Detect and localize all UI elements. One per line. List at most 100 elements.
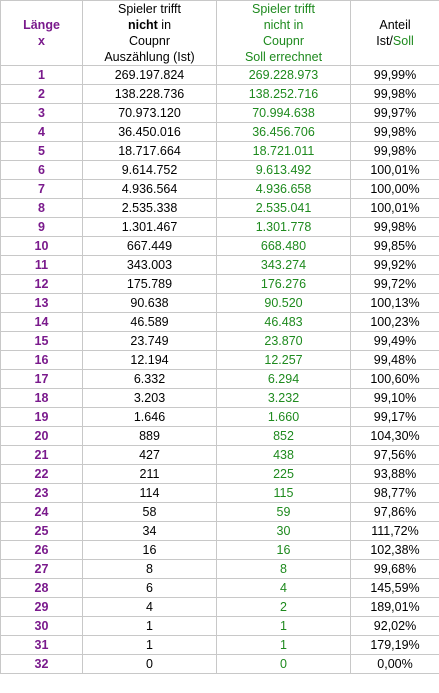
ratio-value-cell[interactable]: 98,77%	[350, 483, 439, 503]
ratio-value-cell[interactable]: 99,98%	[350, 217, 439, 237]
ist-value-cell[interactable]: 1.646	[82, 407, 217, 427]
ratio-value-cell[interactable]: 100,13%	[350, 293, 439, 313]
ratio-value-cell[interactable]: 99,17%	[350, 407, 439, 427]
ratio-value-cell[interactable]: 99,10%	[350, 388, 439, 408]
ist-value-cell[interactable]: 175.789	[82, 274, 217, 294]
length-cell[interactable]: 1	[0, 65, 83, 85]
length-cell[interactable]: 10	[0, 236, 83, 256]
length-cell[interactable]: 8	[0, 198, 83, 218]
ist-value-cell[interactable]: 4.936.564	[82, 179, 217, 199]
ratio-value-cell[interactable]: 179,19%	[350, 635, 439, 655]
length-cell[interactable]: 20	[0, 426, 83, 446]
length-cell[interactable]: 2	[0, 84, 83, 104]
soll-value-cell[interactable]: 59	[216, 502, 351, 522]
length-cell[interactable]: 29	[0, 597, 83, 617]
length-cell[interactable]: 25	[0, 521, 83, 541]
ratio-value-cell[interactable]: 99,72%	[350, 274, 439, 294]
ist-value-cell[interactable]: 34	[82, 521, 217, 541]
ist-value-cell[interactable]: 18.717.664	[82, 141, 217, 161]
ratio-value-cell[interactable]: 97,86%	[350, 502, 439, 522]
soll-value-cell[interactable]: 176.276	[216, 274, 351, 294]
length-cell[interactable]: 13	[0, 293, 83, 313]
ratio-value-cell[interactable]: 104,30%	[350, 426, 439, 446]
ratio-value-cell[interactable]: 100,60%	[350, 369, 439, 389]
ratio-value-cell[interactable]: 99,49%	[350, 331, 439, 351]
length-cell[interactable]: 4	[0, 122, 83, 142]
ratio-value-cell[interactable]: 99,68%	[350, 559, 439, 579]
ist-value-cell[interactable]: 1	[82, 616, 217, 636]
length-cell[interactable]: 26	[0, 540, 83, 560]
length-cell[interactable]: 3	[0, 103, 83, 123]
header-ist-cell[interactable]: Spieler trifft nicht in Coupnr Auszählun…	[82, 0, 217, 66]
ratio-value-cell[interactable]: 93,88%	[350, 464, 439, 484]
length-cell[interactable]: 23	[0, 483, 83, 503]
ratio-value-cell[interactable]: 99,97%	[350, 103, 439, 123]
ratio-value-cell[interactable]: 100,00%	[350, 179, 439, 199]
soll-value-cell[interactable]: 3.232	[216, 388, 351, 408]
ist-value-cell[interactable]: 0	[82, 654, 217, 674]
length-cell[interactable]: 11	[0, 255, 83, 275]
length-cell[interactable]: 5	[0, 141, 83, 161]
length-cell[interactable]: 12	[0, 274, 83, 294]
soll-value-cell[interactable]: 36.456.706	[216, 122, 351, 142]
ist-value-cell[interactable]: 3.203	[82, 388, 217, 408]
soll-value-cell[interactable]: 343.274	[216, 255, 351, 275]
length-cell[interactable]: 21	[0, 445, 83, 465]
ratio-value-cell[interactable]: 99,98%	[350, 141, 439, 161]
length-cell[interactable]: 7	[0, 179, 83, 199]
ratio-value-cell[interactable]: 99,48%	[350, 350, 439, 370]
soll-value-cell[interactable]: 1	[216, 635, 351, 655]
soll-value-cell[interactable]: 2.535.041	[216, 198, 351, 218]
ist-value-cell[interactable]: 4	[82, 597, 217, 617]
soll-value-cell[interactable]: 18.721.011	[216, 141, 351, 161]
length-cell[interactable]: 17	[0, 369, 83, 389]
ist-value-cell[interactable]: 70.973.120	[82, 103, 217, 123]
ist-value-cell[interactable]: 1.301.467	[82, 217, 217, 237]
ist-value-cell[interactable]: 8	[82, 559, 217, 579]
length-cell[interactable]: 32	[0, 654, 83, 674]
soll-value-cell[interactable]: 4	[216, 578, 351, 598]
ist-value-cell[interactable]: 2.535.338	[82, 198, 217, 218]
soll-value-cell[interactable]: 12.257	[216, 350, 351, 370]
soll-value-cell[interactable]: 852	[216, 426, 351, 446]
soll-value-cell[interactable]: 16	[216, 540, 351, 560]
length-cell[interactable]: 28	[0, 578, 83, 598]
ist-value-cell[interactable]: 46.589	[82, 312, 217, 332]
soll-value-cell[interactable]: 70.994.638	[216, 103, 351, 123]
soll-value-cell[interactable]: 225	[216, 464, 351, 484]
ratio-value-cell[interactable]: 99,92%	[350, 255, 439, 275]
ratio-value-cell[interactable]: 99,98%	[350, 84, 439, 104]
length-cell[interactable]: 6	[0, 160, 83, 180]
length-cell[interactable]: 18	[0, 388, 83, 408]
ist-value-cell[interactable]: 90.638	[82, 293, 217, 313]
soll-value-cell[interactable]: 23.870	[216, 331, 351, 351]
ratio-value-cell[interactable]: 102,38%	[350, 540, 439, 560]
ist-value-cell[interactable]: 16	[82, 540, 217, 560]
soll-value-cell[interactable]: 438	[216, 445, 351, 465]
ratio-value-cell[interactable]: 145,59%	[350, 578, 439, 598]
ist-value-cell[interactable]: 58	[82, 502, 217, 522]
soll-value-cell[interactable]: 6.294	[216, 369, 351, 389]
ist-value-cell[interactable]: 6	[82, 578, 217, 598]
ist-value-cell[interactable]: 1	[82, 635, 217, 655]
header-ratio-cell[interactable]: Anteil Ist/Soll	[350, 0, 439, 66]
soll-value-cell[interactable]: 668.480	[216, 236, 351, 256]
ratio-value-cell[interactable]: 100,01%	[350, 198, 439, 218]
soll-value-cell[interactable]: 8	[216, 559, 351, 579]
soll-value-cell[interactable]: 90.520	[216, 293, 351, 313]
ratio-value-cell[interactable]: 189,01%	[350, 597, 439, 617]
ratio-value-cell[interactable]: 99,98%	[350, 122, 439, 142]
ist-value-cell[interactable]: 427	[82, 445, 217, 465]
ist-value-cell[interactable]: 9.614.752	[82, 160, 217, 180]
soll-value-cell[interactable]: 269.228.973	[216, 65, 351, 85]
length-cell[interactable]: 27	[0, 559, 83, 579]
soll-value-cell[interactable]: 1	[216, 616, 351, 636]
soll-value-cell[interactable]: 9.613.492	[216, 160, 351, 180]
ratio-value-cell[interactable]: 92,02%	[350, 616, 439, 636]
ist-value-cell[interactable]: 211	[82, 464, 217, 484]
length-cell[interactable]: 16	[0, 350, 83, 370]
soll-value-cell[interactable]: 30	[216, 521, 351, 541]
ratio-value-cell[interactable]: 111,72%	[350, 521, 439, 541]
header-soll-cell[interactable]: Spieler trifft nicht in Coupnr Soll erre…	[216, 0, 351, 66]
ist-value-cell[interactable]: 23.749	[82, 331, 217, 351]
